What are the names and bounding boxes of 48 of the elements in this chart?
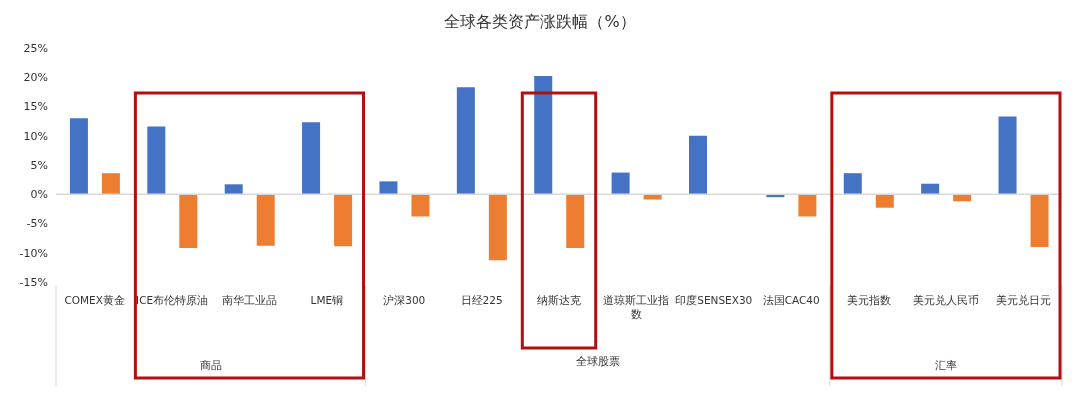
bar — [334, 194, 353, 247]
bar — [101, 173, 120, 195]
y-tick-label: 10% — [23, 129, 48, 143]
y-tick-label: -5% — [26, 217, 48, 231]
bar — [566, 194, 585, 249]
y-tick-label: -15% — [19, 275, 48, 289]
bar — [798, 194, 817, 217]
bar — [534, 76, 553, 195]
x-tick-label: LME铜 — [310, 294, 344, 306]
bar — [998, 116, 1017, 195]
bar — [843, 173, 862, 195]
y-tick-label: 25% — [23, 41, 48, 55]
x-tick-label: 南华工业品 — [221, 294, 277, 306]
text: 商品 — [198, 358, 223, 373]
x-tick-label: 法国CAC40 — [762, 294, 820, 306]
x-tick-label: 沪深300 — [383, 294, 426, 306]
bar — [179, 194, 198, 249]
bar — [689, 135, 708, 195]
bar — [611, 172, 630, 195]
y-tick-label: 5% — [30, 158, 48, 172]
bar — [256, 194, 275, 246]
x-tick-label: ICE布伦特原油 — [136, 294, 209, 306]
x-tick-label: 纳斯达克 — [537, 294, 581, 306]
bar — [1030, 194, 1049, 247]
bar — [302, 122, 321, 195]
bar — [875, 194, 894, 208]
bar — [147, 126, 166, 195]
x-tick-label: 道琼斯工业指数 — [603, 294, 670, 320]
x-tick-label: 日经225 — [460, 294, 503, 306]
bar — [224, 184, 243, 195]
text: 全球股票 — [574, 354, 621, 369]
x-tick-label: 美元兑日元 — [995, 294, 1051, 306]
bar — [488, 194, 507, 261]
text: 汇率 — [933, 358, 958, 373]
x-tick-label: 美元兑人民币 — [912, 294, 979, 306]
bar — [411, 194, 430, 217]
bar — [456, 87, 475, 195]
x-tick-label: 美元指数 — [846, 294, 891, 306]
x-tick-label: COMEX黄金 — [64, 294, 125, 306]
bar — [921, 183, 940, 195]
chart-title: 全球各类资产涨跌幅（%） — [443, 12, 637, 33]
bar — [69, 118, 88, 195]
bar — [379, 181, 398, 195]
y-tick-label: -10% — [19, 246, 48, 260]
y-tick-label: 15% — [23, 100, 48, 114]
y-tick-label: 0% — [30, 188, 48, 202]
x-tick-label: 印度SENSEX30 — [675, 294, 753, 306]
y-tick-label: 20% — [23, 71, 48, 85]
